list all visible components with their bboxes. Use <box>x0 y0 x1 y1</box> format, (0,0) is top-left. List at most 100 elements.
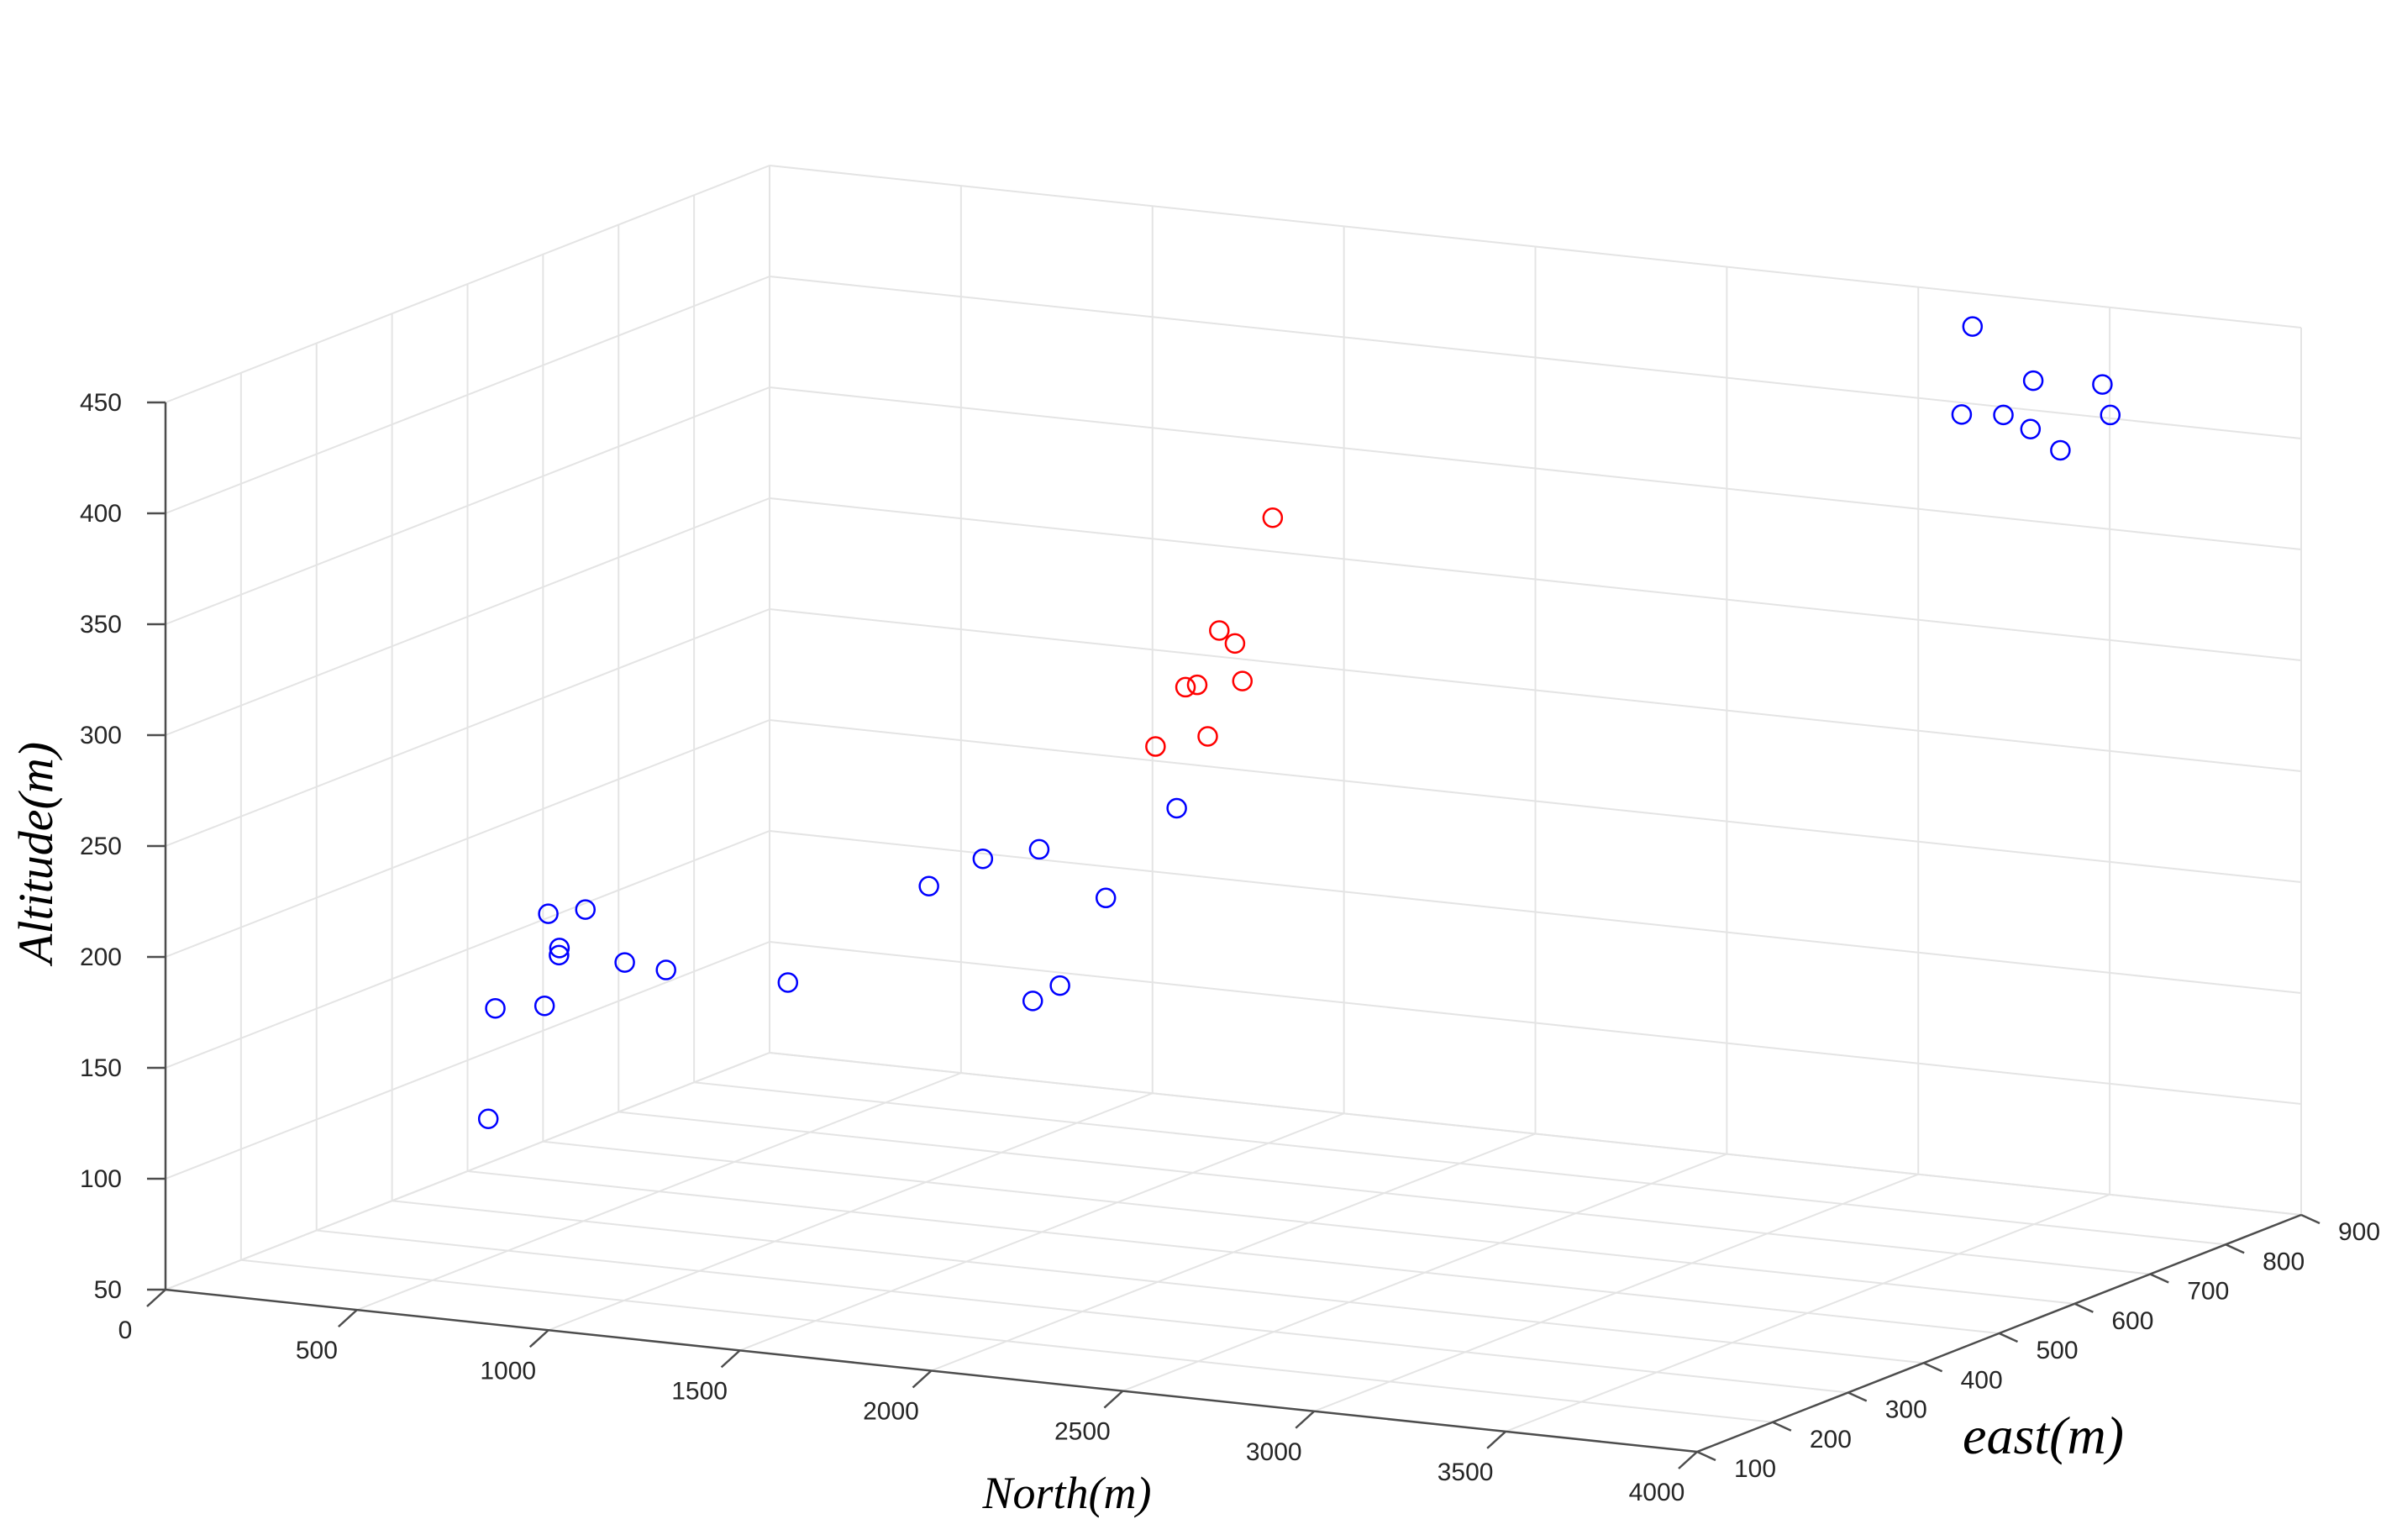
data-point <box>2092 374 2113 395</box>
x-tick-label: 0 <box>118 1317 133 1344</box>
grid-line <box>165 276 770 514</box>
grid-line <box>769 165 2302 328</box>
grid-line <box>165 941 770 1180</box>
grid-line <box>543 1140 2075 1305</box>
x-tick-mark <box>1103 1390 1124 1409</box>
z-tick-label: 100 <box>80 1165 122 1193</box>
grid-line <box>165 608 770 847</box>
data-point <box>1197 726 1218 747</box>
y-tick-mark <box>1847 1391 1868 1402</box>
y-tick-label: 600 <box>2111 1307 2153 1335</box>
tick-labels: 0 500 1000 1500 2000 2500 3000 3500 4000 100 200 30… <box>80 389 2380 1506</box>
grid-lines <box>165 165 2302 1453</box>
data-point <box>1028 838 1050 860</box>
x-tick-label: 3000 <box>1246 1438 1302 1466</box>
y-tick-label: 200 <box>1810 1426 1852 1453</box>
x-tick-mark <box>1295 1410 1316 1429</box>
y-tick-label: 700 <box>2187 1278 2229 1306</box>
grid-line <box>165 386 770 625</box>
x-tick-label: 3500 <box>1438 1459 1494 1486</box>
data-point <box>1022 991 1043 1012</box>
y-tick-label: 100 <box>1734 1455 1776 1483</box>
data-point <box>1232 670 1254 691</box>
y-tick-label: 900 <box>2338 1218 2380 1246</box>
z-tick-label: 150 <box>80 1054 122 1082</box>
data-point <box>1951 404 1973 425</box>
grid-line <box>769 1052 2302 1216</box>
data-point <box>2100 404 2121 426</box>
z-tick-label: 250 <box>80 833 122 860</box>
data-point <box>1209 620 1230 641</box>
y-tick-mark <box>2300 1213 2321 1225</box>
grid-line <box>165 719 770 958</box>
y-tick-label: 800 <box>2263 1248 2305 1275</box>
grid-line <box>769 830 2302 994</box>
x-tick-mark <box>338 1309 358 1328</box>
z-tick-label: 400 <box>80 500 122 528</box>
data-point <box>485 997 506 1019</box>
grid-line <box>165 497 770 736</box>
z-tick-label: 350 <box>80 611 122 639</box>
grid-line <box>392 1200 1924 1364</box>
y-tick-mark <box>1923 1362 1943 1373</box>
y-tick-label: 500 <box>2037 1337 2079 1364</box>
x-tick-mark <box>1486 1430 1506 1449</box>
grid-line <box>769 497 2302 661</box>
x-tick-label: 4000 <box>1629 1479 1685 1506</box>
data-point <box>1049 975 1070 996</box>
y-tick-mark <box>1772 1421 1792 1432</box>
x-tick-mark <box>146 1289 166 1307</box>
data-point <box>655 959 676 980</box>
data-point <box>2022 370 2044 392</box>
data-point <box>2050 439 2071 461</box>
grid-line <box>618 1111 2151 1275</box>
data-point <box>1175 676 1196 698</box>
x-tick-label: 2500 <box>1054 1418 1111 1446</box>
data-point <box>1224 633 1246 654</box>
data-point <box>614 952 635 973</box>
x-tick-label: 1000 <box>480 1357 536 1385</box>
grid-line <box>769 386 2302 550</box>
grid-line <box>769 276 2302 439</box>
grid-line <box>694 1081 2226 1246</box>
data-point <box>549 938 570 959</box>
data-point <box>1962 316 1984 337</box>
x-tick-mark <box>1678 1451 1698 1469</box>
data-point <box>777 972 799 993</box>
grid-line <box>769 941 2302 1105</box>
grid-line <box>165 165 770 403</box>
data-point <box>538 903 559 924</box>
data-points <box>477 316 2121 1130</box>
grid-line <box>769 608 2302 772</box>
data-point <box>1186 674 1208 696</box>
axes <box>146 401 2321 1469</box>
y-tick-mark <box>2149 1273 2169 1284</box>
data-point <box>1262 507 1284 528</box>
data-point <box>477 1108 499 1130</box>
y-tick-mark <box>1998 1332 2019 1343</box>
data-point <box>575 899 597 920</box>
data-point <box>918 875 939 897</box>
x-tick-mark <box>528 1329 549 1348</box>
data-point <box>549 944 570 966</box>
data-point <box>1166 797 1187 819</box>
data-point <box>1145 736 1166 757</box>
x-tick-label: 2000 <box>863 1398 919 1426</box>
y-tick-mark <box>2225 1243 2245 1254</box>
z-tick-label: 50 <box>94 1276 122 1304</box>
z-axis-label: Altitude(m) <box>8 742 63 967</box>
data-point <box>1095 887 1117 909</box>
z-tick-label: 300 <box>80 722 122 749</box>
x-tick-label: 1500 <box>671 1377 728 1405</box>
y-tick-label: 300 <box>1885 1396 1927 1424</box>
x-axis-label: North(m) <box>982 1468 1152 1518</box>
data-point <box>972 848 994 870</box>
grid-line <box>240 1259 1773 1423</box>
y-tick-mark <box>1696 1450 1716 1462</box>
grid-line <box>769 719 2302 883</box>
x-tick-label: 500 <box>296 1337 338 1364</box>
grid-line <box>467 1170 2000 1334</box>
z-tick-label: 200 <box>80 943 122 971</box>
data-point <box>533 995 555 1017</box>
grid-line <box>316 1229 1848 1394</box>
